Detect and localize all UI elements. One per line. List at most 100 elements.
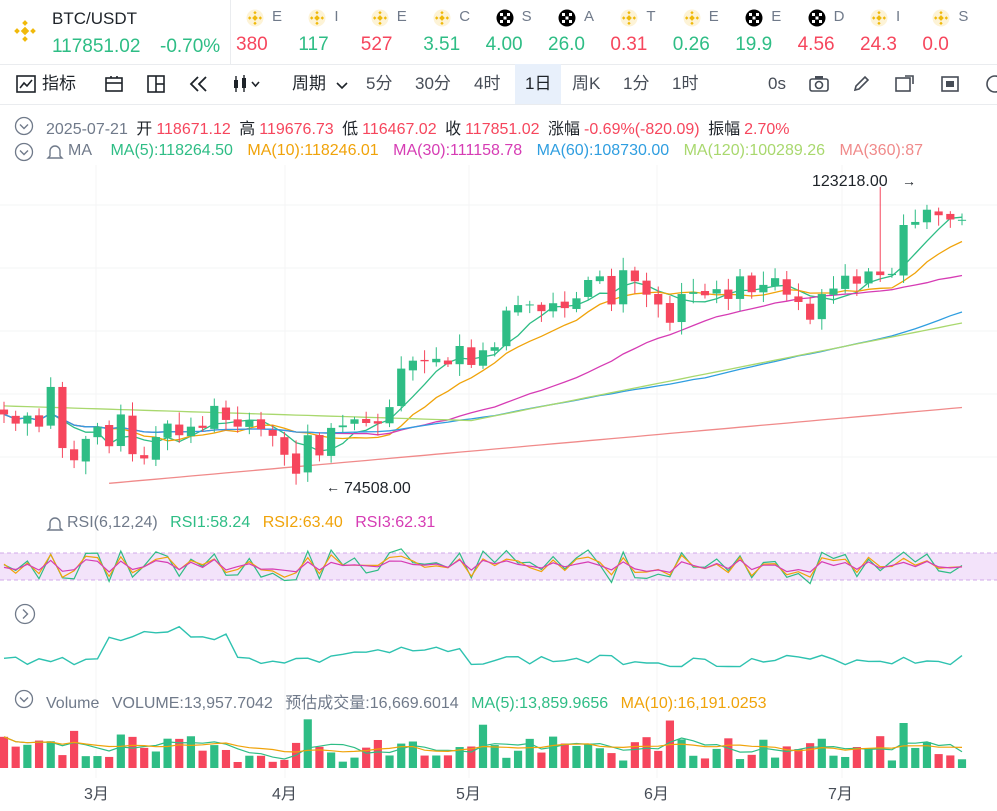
volume-title: Volume	[46, 695, 100, 712]
more-icon[interactable]	[985, 74, 997, 99]
x-tick-may: 5月	[456, 786, 481, 803]
active-symbol-tab[interactable]: BTC/USDT 117851.02 -0.70%	[0, 0, 231, 64]
ticker-item[interactable]: I 24.3	[856, 0, 916, 64]
interval-1d[interactable]: 1日	[515, 64, 562, 104]
volume-bar	[607, 753, 616, 768]
bell-icon[interactable]	[45, 514, 65, 539]
ticker-item[interactable]: E 380	[232, 0, 292, 64]
expand-panel-icon[interactable]	[14, 603, 36, 630]
candle	[677, 294, 686, 323]
ticker-item[interactable]: E 0.26	[669, 0, 729, 64]
candle	[735, 276, 745, 299]
symbol-price: 117851.02	[52, 36, 141, 57]
volume-bar	[350, 757, 359, 768]
countdown: 0s	[768, 74, 786, 93]
candle	[782, 279, 791, 295]
volume-bar	[93, 756, 102, 768]
ticker-item[interactable]: E 19.9	[731, 0, 791, 64]
ticker-item[interactable]: S 4.00	[482, 0, 542, 64]
camera-icon[interactable]	[808, 75, 830, 98]
pencil-icon[interactable]	[852, 75, 872, 98]
candle	[420, 359, 429, 362]
candle	[221, 407, 231, 420]
period-dropdown[interactable]: 周期	[292, 74, 326, 93]
candle	[385, 407, 394, 424]
ticker-item[interactable]: A 26.0	[544, 0, 604, 64]
ticker-item-value: 0.26	[672, 34, 710, 55]
candle	[899, 225, 908, 276]
volume-bar	[105, 756, 114, 768]
change-value: -0.69%(-820.09)	[584, 121, 700, 138]
candle	[455, 346, 464, 365]
ticker-item[interactable]: D 4.56	[794, 0, 854, 64]
rsi-title: RSI(6,12,24)	[67, 514, 158, 531]
collapse-chevron-icon[interactable]	[14, 116, 34, 141]
volume-bar	[759, 739, 768, 768]
ticker-item-value: 0.31	[610, 34, 648, 55]
collapse-chevron-icon[interactable]	[14, 142, 34, 165]
interval-week[interactable]: 周K	[572, 74, 601, 93]
volume-bar	[677, 739, 686, 768]
settings-icon[interactable]	[940, 75, 960, 98]
ticker-item[interactable]: T 0.31	[606, 0, 666, 64]
ma-legend: MA MA(5):118264.50 MA(10):118246.01 MA(3…	[0, 139, 997, 165]
ticker-item[interactable]: C 3.51	[419, 0, 479, 64]
candle	[210, 405, 219, 429]
ticker-item-value: 26.0	[548, 34, 585, 55]
ma60-value: MA(60):108730.00	[536, 142, 670, 159]
candle	[607, 275, 616, 305]
volume-bar	[829, 755, 838, 768]
volume-bar	[186, 736, 196, 768]
candle	[23, 415, 32, 424]
candle	[34, 415, 44, 427]
volume-ma-line	[3, 736, 963, 753]
indicator-chart-icon[interactable]	[16, 75, 36, 98]
ticker-item[interactable]: E 527	[357, 0, 417, 64]
bnb-icon	[371, 9, 389, 32]
candle	[876, 271, 885, 276]
volume-bar	[128, 736, 137, 768]
ma-line	[3, 216, 963, 452]
volume-bar	[595, 748, 604, 768]
ticker-item-value: 19.9	[735, 34, 773, 55]
symbol-change: -0.70%	[160, 36, 221, 57]
volume-bar	[513, 750, 523, 768]
rsi-line	[3, 548, 963, 585]
expand-icon[interactable]	[894, 75, 914, 98]
ticker-item-value: 4.00	[485, 34, 523, 55]
replay-icon[interactable]	[188, 75, 210, 98]
volume-bar	[876, 736, 885, 768]
ma-line	[3, 322, 963, 422]
bell-icon[interactable]	[45, 142, 65, 165]
ticker-item-value: 117	[298, 34, 329, 55]
indicators-button[interactable]: 指标	[42, 74, 76, 93]
volume-bar	[490, 745, 499, 768]
ticker-item-value: 3.51	[423, 34, 461, 55]
interval-4h[interactable]: 4时	[474, 74, 501, 93]
ticker-item-name: C	[459, 8, 471, 25]
candle	[513, 305, 523, 313]
candle	[584, 280, 593, 297]
volume-bar	[770, 757, 780, 768]
ma-line	[3, 274, 963, 436]
volume-bar	[151, 751, 160, 768]
volume-bar	[362, 747, 371, 768]
volume-bar	[584, 743, 593, 768]
interval-1m[interactable]: 1分	[623, 74, 650, 93]
rsi-line	[3, 558, 963, 573]
volume-bar	[549, 736, 558, 768]
volume-bar	[420, 755, 429, 768]
collapse-chevron-icon[interactable]	[14, 689, 34, 714]
candle-type-icon[interactable]	[232, 74, 262, 99]
interval-5m[interactable]: 5分	[366, 74, 393, 93]
close-value: 117851.02	[465, 121, 540, 138]
ticker-item[interactable]: I 117	[294, 0, 354, 64]
template-icon[interactable]	[104, 75, 124, 98]
ma30-value: MA(30):111158.78	[393, 142, 523, 159]
candle	[806, 303, 815, 320]
ticker-item[interactable]: S 0.0	[918, 0, 978, 64]
layout-icon[interactable]	[146, 75, 166, 98]
interval-1h[interactable]: 1时	[672, 74, 699, 93]
okx-icon	[496, 9, 514, 32]
interval-30m[interactable]: 30分	[415, 74, 451, 93]
